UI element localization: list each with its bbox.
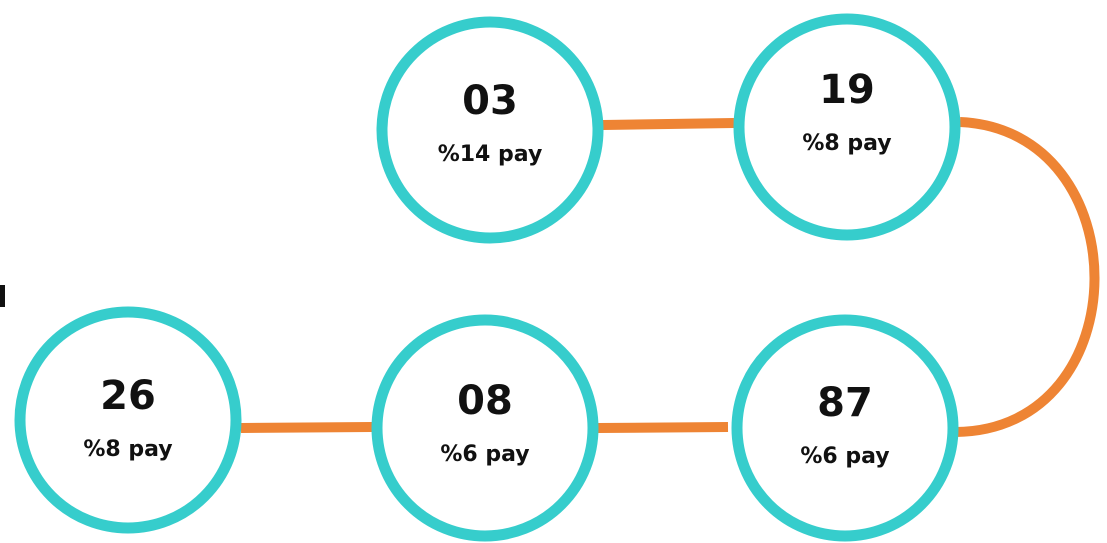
connector: [597, 422, 729, 433]
node-label: %8 pay: [83, 437, 172, 462]
node-number: 26: [100, 373, 156, 419]
node-number: 87: [817, 380, 873, 426]
node-circle: [14, 306, 242, 534]
node-number: 08: [457, 378, 513, 424]
node-circle: [371, 314, 599, 542]
node-number: 03: [462, 78, 518, 124]
node-label: %6 pay: [440, 442, 529, 467]
node-label: %6 pay: [800, 444, 889, 469]
connector: [602, 118, 735, 130]
connector: [955, 117, 1100, 437]
connectors: [240, 117, 1100, 437]
connector: [240, 422, 373, 433]
node-circle: [733, 13, 961, 241]
node-label: %8 pay: [802, 131, 891, 156]
node-number: 19: [819, 67, 875, 113]
node-label: %14 pay: [438, 142, 543, 167]
nodes: 03 %14 pay 19 %8 pay 87 %6 pay 08 %6 pay 26 %8 pa…: [14, 13, 961, 542]
node-circle: [731, 314, 959, 542]
node-circle: [376, 16, 604, 244]
edge-mark: [0, 285, 5, 307]
